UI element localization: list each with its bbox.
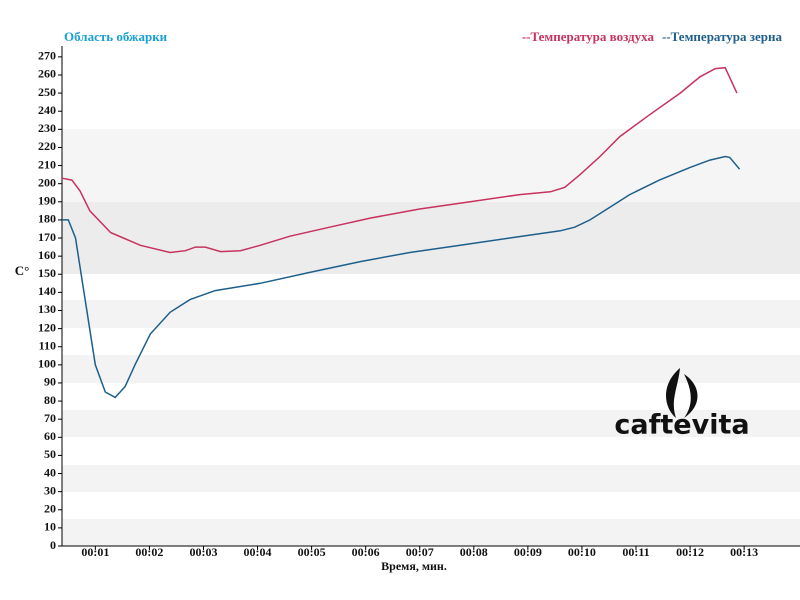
y-tick-label: 240 — [38, 103, 56, 117]
y-tick-label: 190 — [38, 194, 56, 208]
y-tick-label: 0 — [50, 538, 56, 552]
x-tick-label: 00:12 — [676, 545, 704, 559]
y-tick-label: 10 — [44, 520, 56, 534]
y-tick-label: 40 — [44, 465, 56, 479]
x-tick-label: 00:01 — [81, 545, 109, 559]
y-axis-label: C° — [15, 263, 30, 278]
y-tick-label: 160 — [38, 248, 56, 262]
stripe — [62, 410, 800, 437]
y-tick-label: 110 — [39, 338, 56, 352]
legend-label: --Температура зерна — [662, 29, 783, 44]
y-tick-label: 20 — [44, 502, 56, 516]
x-tick-label: 00:13 — [730, 545, 758, 559]
y-tick-label: 30 — [44, 483, 56, 497]
x-tick-label: 00:06 — [352, 545, 380, 559]
y-tick-label: 70 — [44, 411, 56, 425]
y-tick-label: 210 — [38, 157, 56, 171]
logo: caftevita — [614, 368, 750, 441]
y-tick-label: 130 — [38, 302, 56, 316]
x-tick-label: 00:07 — [406, 545, 434, 559]
roast-area — [62, 202, 800, 274]
series-line — [62, 155, 741, 399]
x-tick-label: 00:03 — [189, 545, 217, 559]
y-tick-label: 50 — [44, 447, 56, 461]
y-tick-label: 90 — [44, 375, 56, 389]
x-tick-label: 00:04 — [244, 545, 272, 559]
y-tick-label: 140 — [38, 284, 56, 298]
chart-title: Область обжарки — [64, 29, 168, 44]
series-line — [61, 66, 738, 254]
x-tick-label: 00:11 — [622, 545, 649, 559]
x-tick-label: 00:02 — [135, 545, 163, 559]
y-tick-label: 270 — [38, 49, 56, 63]
x-tick-label: 00:10 — [568, 545, 596, 559]
y-tick-label: 220 — [38, 139, 56, 153]
x-tick-label: 00:09 — [514, 545, 542, 559]
y-tick-label: 250 — [38, 85, 56, 99]
stripe — [62, 300, 800, 328]
y-tick-label: 200 — [38, 175, 56, 189]
roast-area-upper — [62, 129, 800, 202]
x-tick-label: 00:08 — [460, 545, 488, 559]
stripe — [62, 465, 800, 492]
y-tick-label: 260 — [38, 67, 56, 81]
y-tick-label: 170 — [38, 230, 56, 244]
logo-leaf — [666, 368, 680, 418]
stripe — [62, 519, 800, 546]
y-tick-label: 100 — [38, 357, 56, 371]
x-axis-label: Время, мин. — [381, 559, 447, 573]
logo-leaf — [684, 374, 698, 418]
y-tick-label: 180 — [38, 212, 56, 226]
y-tick-label: 150 — [38, 266, 56, 280]
logo-text: caftevita — [614, 410, 749, 441]
y-tick-label: 80 — [44, 393, 56, 407]
background-stripes — [62, 129, 800, 546]
y-tick-label: 230 — [38, 121, 56, 135]
y-tick-label: 120 — [38, 320, 56, 334]
legend-label: --Температура воздуха — [522, 29, 655, 44]
x-tick-label: 00:05 — [298, 545, 326, 559]
y-tick-label: 60 — [44, 429, 56, 443]
